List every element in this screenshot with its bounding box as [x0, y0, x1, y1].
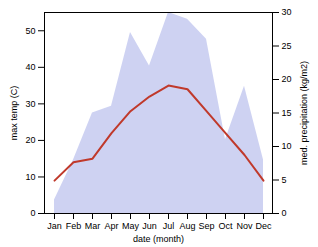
- svg-text:date (month): date (month): [133, 234, 184, 244]
- svg-text:Jul: Jul: [163, 221, 175, 231]
- svg-text:25: 25: [282, 41, 292, 51]
- svg-text:0: 0: [282, 208, 287, 218]
- svg-text:Sep: Sep: [198, 221, 214, 231]
- svg-text:30: 30: [282, 7, 292, 17]
- svg-text:15: 15: [282, 108, 292, 118]
- svg-text:Aug: Aug: [179, 221, 195, 231]
- svg-text:max temp (C): max temp (C): [9, 86, 19, 141]
- svg-text:Jun: Jun: [142, 221, 157, 231]
- svg-text:10: 10: [282, 141, 292, 151]
- svg-text:Mar: Mar: [85, 221, 101, 231]
- svg-text:med. precipitation (kg/m2): med. precipitation (kg/m2): [299, 61, 309, 165]
- svg-text:Feb: Feb: [66, 221, 82, 231]
- svg-text:50: 50: [25, 26, 35, 36]
- svg-text:Nov: Nov: [236, 221, 253, 231]
- svg-text:0: 0: [30, 208, 35, 218]
- svg-text:10: 10: [25, 172, 35, 182]
- svg-text:30: 30: [25, 99, 35, 109]
- svg-text:5: 5: [282, 175, 287, 185]
- svg-text:40: 40: [25, 62, 35, 72]
- svg-text:20: 20: [25, 135, 35, 145]
- svg-text:20: 20: [282, 74, 292, 84]
- svg-text:Oct: Oct: [218, 221, 233, 231]
- svg-text:Apr: Apr: [104, 221, 118, 231]
- svg-text:May: May: [122, 221, 140, 231]
- svg-text:Jan: Jan: [47, 221, 62, 231]
- svg-text:Dec: Dec: [255, 221, 272, 231]
